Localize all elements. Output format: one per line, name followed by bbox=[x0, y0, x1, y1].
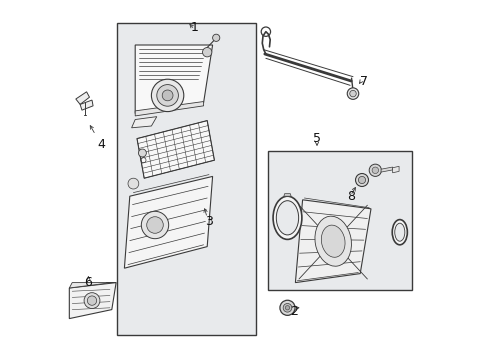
Polygon shape bbox=[135, 45, 213, 113]
Ellipse shape bbox=[395, 223, 405, 241]
Circle shape bbox=[128, 178, 139, 189]
Polygon shape bbox=[284, 194, 291, 196]
Text: 8: 8 bbox=[347, 190, 355, 203]
Ellipse shape bbox=[276, 201, 298, 235]
Circle shape bbox=[285, 306, 290, 310]
Circle shape bbox=[347, 88, 359, 99]
Polygon shape bbox=[392, 166, 399, 173]
Polygon shape bbox=[295, 200, 371, 283]
Circle shape bbox=[283, 303, 292, 312]
Circle shape bbox=[87, 296, 97, 305]
Ellipse shape bbox=[321, 225, 345, 257]
Ellipse shape bbox=[315, 216, 351, 266]
Bar bbox=[269, 151, 413, 290]
Text: 4: 4 bbox=[97, 138, 105, 150]
Polygon shape bbox=[132, 117, 157, 128]
Circle shape bbox=[162, 90, 173, 101]
Polygon shape bbox=[381, 167, 392, 172]
Polygon shape bbox=[69, 283, 116, 288]
Text: 2: 2 bbox=[290, 305, 297, 318]
Text: 5: 5 bbox=[313, 132, 321, 145]
Polygon shape bbox=[80, 100, 93, 110]
Text: 3: 3 bbox=[205, 215, 213, 228]
Polygon shape bbox=[124, 176, 213, 268]
Text: 7: 7 bbox=[360, 75, 368, 87]
Polygon shape bbox=[135, 102, 204, 116]
Text: 6: 6 bbox=[84, 276, 92, 289]
Circle shape bbox=[139, 149, 147, 157]
Circle shape bbox=[141, 211, 169, 239]
Text: 1: 1 bbox=[191, 21, 198, 33]
Circle shape bbox=[213, 34, 220, 41]
Polygon shape bbox=[137, 121, 215, 178]
Circle shape bbox=[157, 85, 178, 106]
Circle shape bbox=[280, 300, 295, 315]
Circle shape bbox=[369, 164, 381, 176]
Polygon shape bbox=[76, 92, 90, 104]
Circle shape bbox=[202, 48, 212, 57]
Ellipse shape bbox=[273, 196, 302, 239]
Circle shape bbox=[84, 293, 100, 309]
Circle shape bbox=[151, 79, 184, 112]
Circle shape bbox=[350, 90, 356, 97]
Ellipse shape bbox=[392, 220, 407, 245]
Polygon shape bbox=[69, 283, 116, 319]
Circle shape bbox=[358, 176, 366, 184]
Circle shape bbox=[147, 217, 163, 233]
Circle shape bbox=[372, 167, 379, 174]
Circle shape bbox=[356, 174, 368, 186]
Bar bbox=[117, 23, 256, 335]
